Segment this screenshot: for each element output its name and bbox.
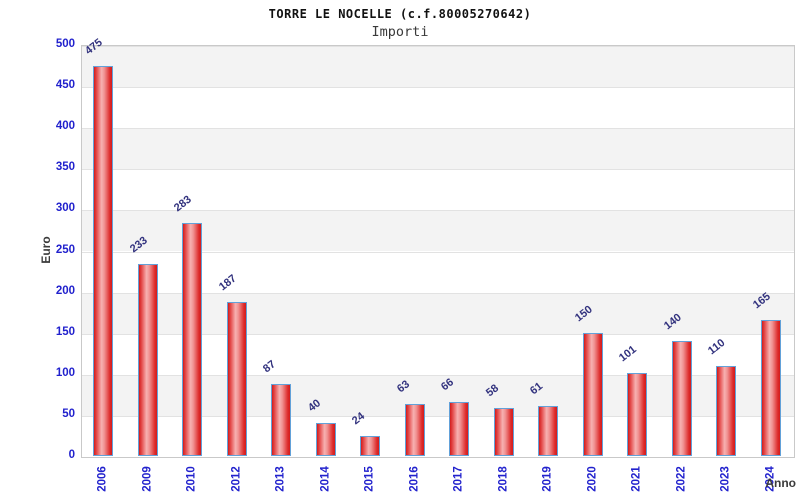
- y-tick-label: 150: [55, 325, 75, 338]
- x-tick-label: 2010: [185, 466, 198, 492]
- grid-band: [82, 169, 794, 211]
- bar-2006: [93, 65, 114, 456]
- x-tick-label: 2019: [541, 466, 554, 492]
- grid-band: [82, 87, 794, 129]
- y-axis-title: Euro: [39, 236, 53, 264]
- y-tick-label: 500: [55, 38, 75, 50]
- bar-2019: [538, 405, 559, 456]
- chart-title: TORRE LE NOCELLE (c.f.80005270642): [268, 7, 532, 21]
- x-tick-label: 2018: [497, 466, 510, 492]
- x-tick-label: 2014: [319, 466, 332, 492]
- bar-2009: [137, 264, 158, 456]
- bar-2021: [627, 372, 648, 456]
- grid-band: [82, 128, 794, 170]
- bar-2010: [182, 223, 203, 456]
- x-axis-title: Anno: [765, 476, 796, 490]
- bar-2015: [360, 436, 381, 456]
- x-tick-label: 2022: [675, 466, 688, 492]
- bar-2014: [315, 423, 336, 456]
- y-tick-label: 50: [62, 407, 75, 420]
- x-tick-label: 2017: [452, 466, 465, 492]
- y-tick-label: 400: [55, 120, 75, 133]
- y-tick-label: 300: [55, 202, 75, 215]
- y-tick-label: 350: [55, 161, 75, 174]
- bar-2012: [226, 302, 247, 456]
- bar-2018: [493, 408, 514, 456]
- y-tick-label: 100: [55, 366, 75, 379]
- x-tick-label: 2009: [141, 466, 154, 492]
- bar-2023: [716, 365, 737, 456]
- x-tick-label: 2023: [719, 466, 732, 492]
- x-tick-label: 2020: [586, 466, 599, 492]
- x-tick-label: 2021: [630, 466, 643, 492]
- bar-2013: [271, 384, 292, 456]
- x-tick-label: 2012: [230, 466, 243, 492]
- y-tick-label: 0: [68, 449, 75, 461]
- x-tick-label: 2006: [96, 466, 109, 492]
- y-tick-label: 250: [55, 243, 75, 256]
- x-tick-label: 2016: [408, 466, 421, 492]
- x-tick-label: 2013: [274, 466, 287, 492]
- bar-2016: [404, 404, 425, 456]
- bar-2024: [760, 320, 781, 456]
- y-tick-label: 200: [55, 284, 75, 297]
- y-tick-label: 450: [55, 79, 75, 92]
- grid-band: [82, 46, 794, 88]
- bar-2017: [449, 401, 470, 456]
- bar-2020: [582, 332, 603, 456]
- bar-2022: [671, 340, 692, 456]
- chart-subtitle: Importi: [371, 24, 429, 40]
- x-tick-label: 2015: [363, 466, 376, 492]
